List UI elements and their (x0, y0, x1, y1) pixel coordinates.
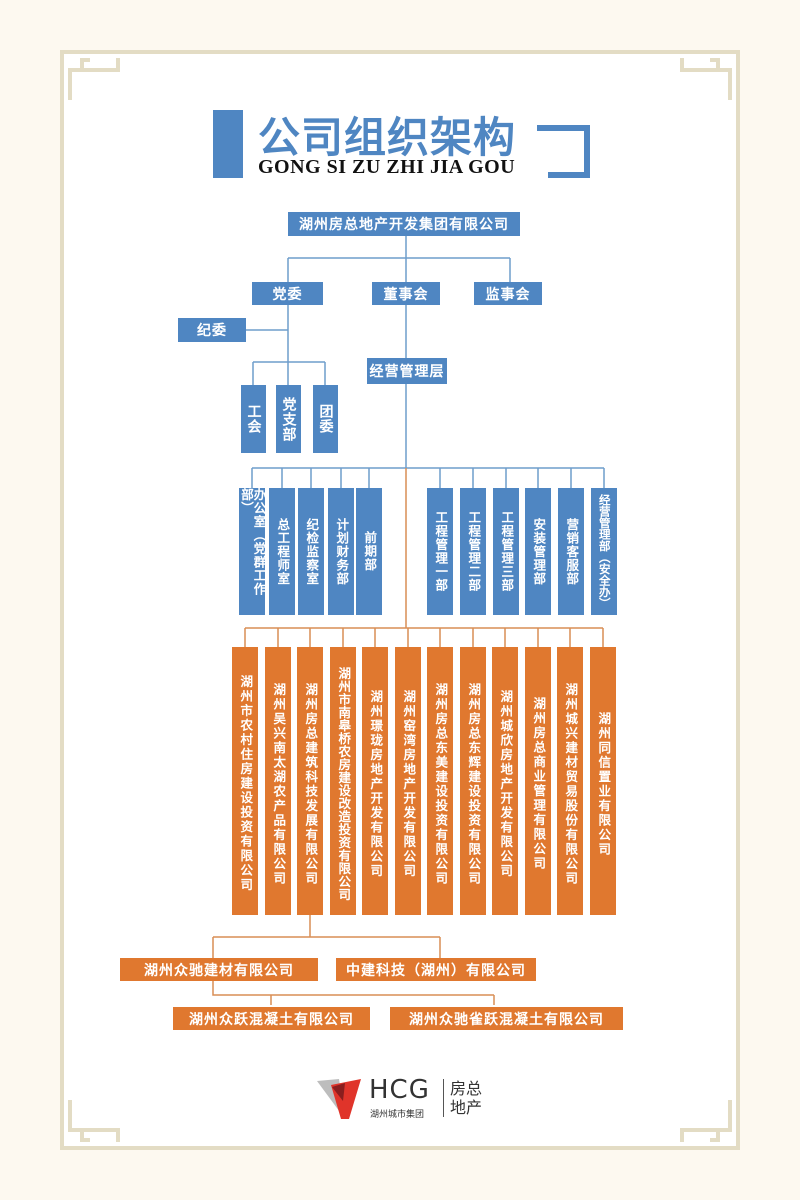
department-box: 安装管理部 (525, 488, 551, 615)
subsidiary-box: 湖州房总建筑科技发展有限公司 (297, 647, 323, 915)
department-box: 总工程师室 (269, 488, 295, 615)
subsidiary-box: 湖州同信置业有限公司 (590, 647, 616, 915)
title-bracket (537, 125, 590, 178)
department-box: 经营管理部（安全办） (591, 488, 617, 615)
department-box: 办公室（党群工作部） (239, 488, 267, 615)
corner-ornaments (68, 58, 732, 1142)
party-unit-box: 党支部 (276, 385, 301, 453)
subsidiary-box: 湖州璟珑房地产开发有限公司 (362, 647, 388, 915)
board-box: 董事会 (372, 282, 440, 305)
subsidiary-box: 湖州房总东美建设投资有限公司 (427, 647, 453, 915)
page-title: 公司组织架构 (258, 113, 517, 162)
title-accent-bar (213, 110, 243, 178)
orange-lines (212, 468, 604, 1005)
subsidiary-box: 湖州房总东辉建设投资有限公司 (460, 647, 486, 915)
logo-mark-icon (317, 1079, 361, 1119)
logo-divider (443, 1079, 444, 1117)
subsidiary-box: 湖州窑湾房地产开发有限公司 (395, 647, 421, 915)
logo-group-name: 湖州城市集团 (370, 1110, 425, 1120)
party-unit-box: 团委 (313, 385, 338, 453)
party-unit-box: 工会 (241, 385, 266, 453)
subsidiary-box: 湖州城兴建材贸易股份有限公司 (557, 647, 583, 915)
department-box: 营销客服部 (558, 488, 584, 615)
department-box: 工程管理一部 (427, 488, 453, 615)
department-box: 前期部 (356, 488, 382, 615)
supervisory-board-box: 监事会 (474, 282, 542, 305)
department-box: 工程管理三部 (493, 488, 519, 615)
department-box: 计划财务部 (328, 488, 354, 615)
second-level-company-box: 湖州众驰建材有限公司 (120, 958, 318, 981)
hcg-logo: HCG 湖州城市集团 房总地产 (315, 1075, 495, 1123)
page-subtitle: GONG SI ZU ZHI JIA GOU (258, 156, 516, 178)
blue-lines (246, 236, 605, 488)
discipline-committee-box: 纪委 (178, 318, 246, 342)
second-level-company-box: 中建科技（湖州）有限公司 (336, 958, 536, 981)
department-box: 工程管理二部 (460, 488, 486, 615)
management-box: 经营管理层 (367, 358, 447, 384)
third-level-company-box: 湖州众跃混凝土有限公司 (173, 1007, 370, 1030)
party-committee-box: 党委 (252, 282, 323, 305)
logo-brand: 房总地产 (450, 1079, 483, 1117)
subsidiary-box: 湖州市农村住房建设投资有限公司 (232, 647, 258, 915)
subsidiary-box: 湖州市南皋桥农房建设改造投资有限公司 (330, 647, 356, 915)
subsidiary-box: 湖州城欣房地产开发有限公司 (492, 647, 518, 915)
group-company-box: 湖州房总地产开发集团有限公司 (288, 212, 520, 236)
subsidiary-box: 湖州房总商业管理有限公司 (525, 647, 551, 915)
third-level-company-box: 湖州众驰雀跃混凝土有限公司 (390, 1007, 623, 1030)
logo-mark-text: HCG (369, 1075, 430, 1105)
subsidiary-box: 湖州吴兴南太湖农产品有限公司 (265, 647, 291, 915)
department-box: 纪检监察室 (298, 488, 324, 615)
